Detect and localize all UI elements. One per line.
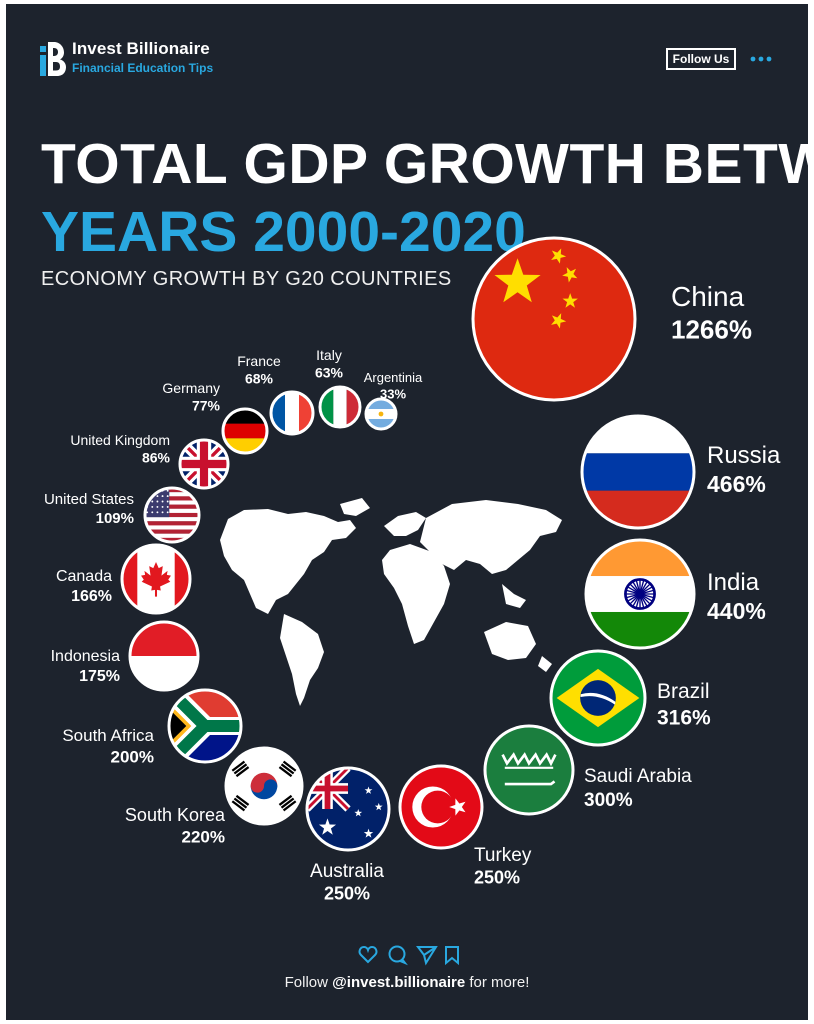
china-flag-icon [473,238,635,400]
country-bubble-indonesia: Indonesia 175% [51,620,200,692]
bubble-outline [549,649,647,747]
chart-title-line2: YEARS 2000-2020 [41,200,526,264]
country-name-label: Brazil [657,680,710,703]
saudi-arabia-flag-icon [485,726,573,814]
bubble-outline [305,766,391,852]
country-name-label: Saudi Arabia [584,766,692,787]
country-growth-value: 166% [71,588,112,605]
country-bubble-south-africa: South Africa 200% [62,688,243,766]
country-bubble-south-korea: South Korea 220% [125,746,304,846]
country-name-label: Argentinia [364,370,423,385]
country-growth-value: 68% [245,371,274,387]
footer-handle[interactable]: @invest.billionaire [332,974,466,991]
bookmark-icon[interactable] [445,946,459,966]
country-growth-value: 1266% [671,315,752,345]
invest-billionaire-logo-icon [40,42,66,76]
country-growth-value: 109% [96,510,134,527]
country-name-label: China [671,281,745,312]
country-growth-value: 466% [707,471,766,497]
argentina-flag-icon [366,399,396,429]
country-growth-value: 200% [111,747,154,766]
bubble-outline [128,620,200,692]
bubble-outline [120,543,192,615]
turkey-flag-icon [400,766,482,848]
country-bubble-saudi-arabia: Saudi Arabia 300% [483,724,692,816]
bubble-outline [483,724,575,816]
bubble-outline [269,390,315,436]
country-bubble-united-kingdom: United Kingdom 86% [70,432,230,490]
bubble-outline [221,407,269,455]
country-growth-value: 63% [315,365,344,381]
country-name-label: Indonesia [51,648,120,665]
heart-icon[interactable] [358,945,378,964]
follow-us-button[interactable]: Follow Us [666,48,736,70]
country-growth-value: 440% [707,598,766,624]
infographic-card: Invest Billionaire Financial Education T… [6,4,808,1020]
country-growth-value: 33% [380,386,406,401]
country-growth-value: 250% [474,868,520,888]
brazil-flag-icon [551,651,645,745]
country-growth-value: 86% [142,450,171,466]
country-growth-value: 250% [324,884,370,904]
country-name-label: Canada [56,568,112,585]
country-name-label: Italy [316,347,342,363]
country-name-label: Australia [310,861,384,882]
country-name-label: India [707,569,760,596]
chart-subtitle: ECONOMY GROWTH BY G20 COUNTRIES [41,268,452,290]
world-map-icon [220,498,562,706]
country-growth-value: 77% [192,398,221,414]
bubble-outline [143,486,201,544]
country-growth-value: 300% [584,790,633,811]
country-growth-value: 220% [182,827,225,846]
country-growth-value: 175% [79,668,120,685]
footer-suffix: for more! [469,974,530,991]
country-name-label: South Korea [125,805,226,825]
social-actions [358,945,459,966]
footer-follow-text: Follow @invest.billionaire for more! [6,974,808,991]
bubble-outline [580,414,696,530]
footer-prefix: Follow [284,974,328,991]
country-name-label: Germany [162,380,220,396]
bubble-outline [364,397,398,431]
bubble-outline [178,438,230,490]
bubble-outline [318,385,362,429]
country-name-label: Turkey [474,845,532,866]
united-states-flag-icon [145,488,199,542]
country-name-label: South Africa [62,726,154,745]
more-options-icon[interactable] [750,53,772,65]
gdp-growth-bubble-chart: China1266%Russia466%India440%Brazil316%S… [44,236,781,904]
country-bubble-canada: Canada 166% [56,543,192,615]
comment-icon[interactable] [388,945,408,966]
bubble-outline [167,688,243,764]
country-name-label: Russia [707,442,781,469]
share-icon[interactable] [416,946,438,966]
brand-tagline: Financial Education Tips [72,61,214,75]
brand-name: Invest Billionaire [72,39,210,58]
country-bubble-united-states: United States 109% [44,486,201,544]
country-growth-value: 316% [657,706,711,729]
country-name-label: France [237,353,281,369]
country-name-label: United Kingdom [70,432,170,448]
bubble-outline [471,236,637,402]
bubble-outline [398,764,484,850]
bubble-outline [584,538,696,650]
country-bubble-france: France 68% [237,353,315,436]
country-name-label: United States [44,491,134,508]
chart-title-line1: TOTAL GDP GROWTH BETWEEN [41,132,808,196]
country-bubble-italy: Italy 63% [315,347,362,429]
south-korea-flag-icon [226,748,302,824]
country-bubble-brazil: Brazil 316% [549,649,711,747]
country-bubble-germany: Germany 77% [162,380,269,455]
bubble-outline [224,746,304,826]
